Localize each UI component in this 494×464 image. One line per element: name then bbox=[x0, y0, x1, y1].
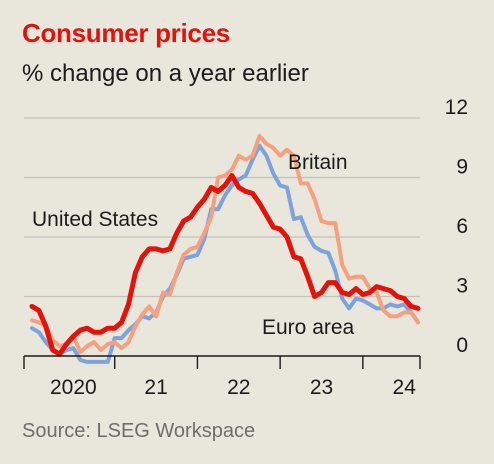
y-tick-label-0: 0 bbox=[456, 334, 468, 357]
source-note: Source: LSEG Workspace bbox=[22, 420, 256, 442]
series-line-united-states bbox=[29, 173, 421, 357]
chart-title: Consumer prices bbox=[22, 18, 230, 48]
y-tick-label-12: 12 bbox=[445, 96, 468, 119]
y-tick-label-9: 9 bbox=[456, 156, 468, 179]
series-line-britain bbox=[30, 133, 420, 354]
chart-subtitle: % change on a year earlier bbox=[22, 60, 309, 87]
x-tick-label-24: 24 bbox=[393, 376, 417, 399]
axes: 0 3 6 9 12 2020 21 22 23 24 bbox=[23, 96, 468, 399]
x-tick-label-21: 21 bbox=[144, 376, 167, 399]
y-tick-label-3: 3 bbox=[456, 275, 468, 298]
y-tick-label-6: 6 bbox=[456, 215, 468, 238]
series-label-united-states: United States bbox=[32, 208, 158, 231]
series-layer bbox=[29, 133, 421, 364]
series-label-euro-area: Euro area bbox=[262, 316, 355, 339]
x-tick-label-22: 22 bbox=[227, 376, 250, 399]
series-line-euro-area bbox=[30, 143, 420, 364]
series-label-britain: Britain bbox=[288, 151, 348, 174]
x-tick-label-23: 23 bbox=[310, 376, 333, 399]
x-tick-label-2020: 2020 bbox=[50, 376, 97, 399]
